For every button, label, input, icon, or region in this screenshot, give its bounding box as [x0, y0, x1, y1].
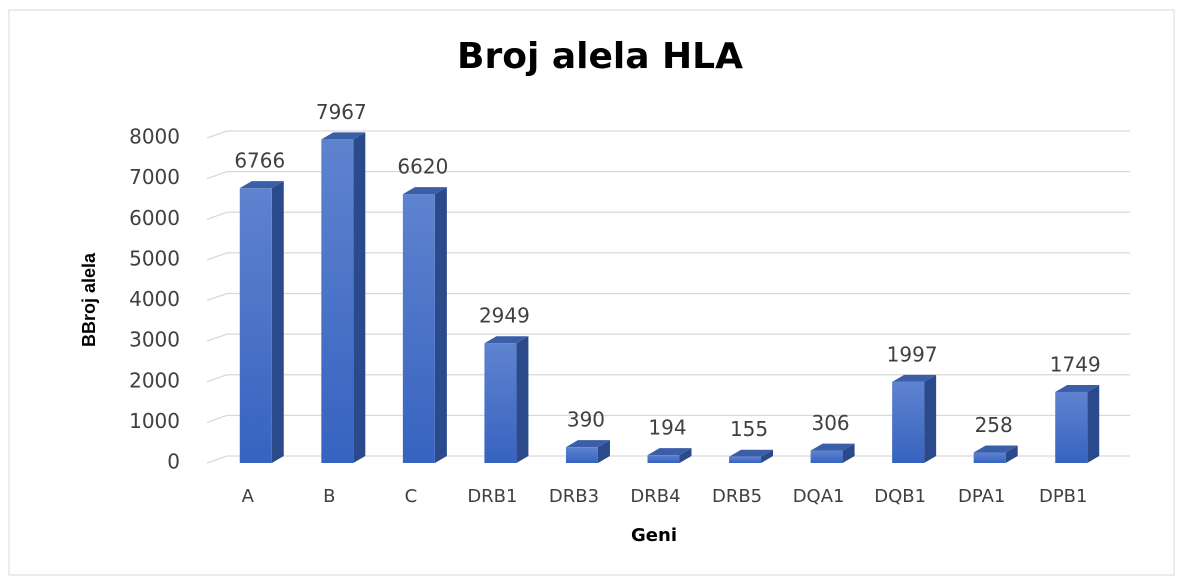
x-tick-label: C — [405, 486, 418, 507]
y-tick-label: 2000 — [129, 368, 180, 392]
chart-title: Broj alela HLA — [457, 36, 743, 77]
value-label: 155 — [730, 417, 768, 441]
bar-top — [565, 440, 610, 448]
bar-top — [402, 187, 447, 195]
bar — [810, 443, 855, 463]
bar-front — [402, 194, 435, 463]
bar-front — [321, 139, 354, 463]
bar-front — [892, 381, 925, 463]
x-tick-label: DQA1 — [793, 486, 845, 507]
bar-side — [761, 449, 774, 463]
bar-top — [810, 443, 855, 451]
bar-side — [679, 448, 692, 463]
bar-top — [973, 445, 1018, 453]
bar-top — [729, 449, 774, 457]
grid-line — [206, 414, 1130, 423]
value-label: 1749 — [1050, 352, 1101, 376]
bar-top — [484, 336, 529, 344]
value-label: 258 — [975, 413, 1013, 437]
value-label: 6766 — [234, 149, 285, 173]
grid-line — [206, 292, 1130, 302]
bar-side — [842, 443, 855, 463]
bar — [321, 132, 366, 463]
x-axis-label: Geni — [631, 525, 677, 546]
bar-top — [1055, 384, 1100, 392]
grid-line — [206, 252, 1130, 261]
value-label: 1997 — [887, 342, 938, 366]
bar — [892, 374, 937, 463]
bar-front — [973, 452, 1006, 463]
bar — [484, 336, 529, 463]
grid-line — [206, 171, 1130, 180]
bar-front — [239, 188, 272, 463]
bar — [729, 449, 774, 463]
chart-border — [8, 9, 1175, 576]
x-tick-label: DRB3 — [549, 486, 599, 507]
y-tick-label: 0 — [167, 450, 180, 474]
bar-side — [924, 374, 937, 463]
x-tick-label: DRB4 — [630, 486, 680, 507]
bar — [565, 440, 610, 463]
bar-front — [647, 455, 680, 463]
bar-front — [810, 450, 843, 463]
value-label: 306 — [811, 411, 849, 435]
y-tick-label: 1000 — [129, 409, 180, 433]
bar-side — [516, 336, 529, 463]
y-tick-label: 5000 — [129, 246, 180, 270]
value-label: 390 — [567, 408, 605, 432]
x-tick-label: DRB5 — [712, 486, 762, 507]
bar — [973, 445, 1018, 463]
y-tick-label: 4000 — [129, 287, 180, 311]
grid-line — [206, 333, 1130, 342]
y-axis-label: BBroj alela — [79, 252, 99, 347]
grid-line — [206, 211, 1130, 220]
bar-front — [1055, 391, 1088, 463]
x-tick-label: DPA1 — [958, 486, 1005, 507]
bar-top — [321, 132, 366, 140]
y-tick-label: 3000 — [129, 328, 180, 352]
bar — [402, 187, 447, 463]
bar — [647, 448, 692, 463]
y-tick-label: 8000 — [129, 125, 180, 149]
bar-side — [353, 132, 366, 463]
value-label: 6620 — [397, 155, 448, 179]
bar-front — [565, 447, 598, 463]
value-label: 7967 — [316, 100, 367, 124]
bar-side — [1005, 445, 1018, 463]
x-tick-label: A — [242, 486, 255, 507]
value-label: 2949 — [479, 304, 530, 328]
y-tick-label: 6000 — [129, 206, 180, 230]
x-tick-label: B — [323, 486, 335, 507]
value-label: 194 — [648, 416, 686, 440]
bar-top — [239, 181, 284, 189]
bar-side — [271, 181, 284, 463]
bar-top — [892, 374, 937, 382]
grid-line — [206, 130, 1130, 139]
bar-front — [484, 343, 517, 463]
y-tick-label: 7000 — [129, 165, 180, 189]
bar-front — [729, 456, 762, 463]
bar-top — [647, 448, 692, 456]
bar — [1055, 384, 1100, 463]
bar-side — [1087, 384, 1100, 463]
grid-line — [206, 374, 1130, 383]
bar-side — [434, 187, 447, 463]
x-tick-label: DQB1 — [874, 486, 926, 507]
bar-side — [597, 440, 610, 463]
bar — [239, 181, 284, 463]
x-tick-label: DRB1 — [467, 486, 517, 507]
x-tick-label: DPB1 — [1039, 486, 1088, 507]
